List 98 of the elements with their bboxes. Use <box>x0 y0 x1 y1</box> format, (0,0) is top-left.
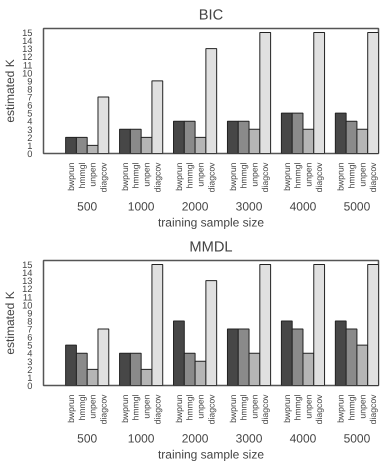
x-axis-title: training sample size <box>158 448 264 462</box>
y-tick-label: 7 <box>27 92 33 103</box>
text: bwprun <box>228 162 238 191</box>
text: unpen <box>88 162 98 187</box>
text: hmmgl <box>292 394 303 420</box>
text: bwprun <box>336 162 346 191</box>
y-tick-label: 6 <box>27 332 33 343</box>
y-tick-label: 10 <box>22 300 33 310</box>
text: bwprun <box>282 394 292 423</box>
text: unpen <box>303 394 314 419</box>
text: bwprun <box>336 394 346 423</box>
y-tick-label: 14 <box>22 36 33 46</box>
y-tick-label: 11 <box>22 60 33 70</box>
text: diagcov <box>260 394 270 424</box>
x-tick-label: 1000 <box>128 432 155 446</box>
y-tick-label: 8 <box>27 84 33 94</box>
text: diagcov <box>368 394 378 424</box>
y-tick-label: 5 <box>27 108 33 119</box>
x-tick-label: 500 <box>77 432 98 446</box>
y-tick-label: 15 <box>22 260 33 270</box>
x-tick-label: 500 <box>77 200 98 214</box>
x-tick-label: 4000 <box>290 432 317 446</box>
y-tick-label: 12 <box>22 52 33 62</box>
text: unpen <box>357 162 368 187</box>
text: bwprun <box>120 394 130 423</box>
text: hmmgl <box>238 162 249 188</box>
text: hmmgl <box>184 162 195 188</box>
text: hmmgl <box>130 162 141 188</box>
y-tick-label: 4 <box>27 116 33 127</box>
text: unpen <box>249 162 260 187</box>
text: diagcov <box>206 394 216 424</box>
text: unpen <box>195 394 206 419</box>
y-tick-label: 13 <box>22 44 33 54</box>
y-axis-title: estimated K <box>3 291 18 355</box>
text: hmmgl <box>76 394 87 420</box>
x-tick-label: 1000 <box>128 200 155 214</box>
y-tick-label: 3 <box>27 356 33 367</box>
text: unpen <box>357 394 368 419</box>
y-tick-label: 0 <box>27 149 33 159</box>
text: unpen <box>142 394 152 419</box>
text: diagcov <box>314 162 324 192</box>
y-tick-label: 4 <box>27 348 33 359</box>
text: unpen <box>249 394 260 419</box>
y-tick-label: 9 <box>27 76 33 86</box>
text: hmmgl <box>346 162 357 188</box>
text: bwprun <box>174 162 184 191</box>
text: hmmgl <box>76 162 87 188</box>
y-tick-label: 2 <box>27 364 33 375</box>
text: hmmgl <box>292 162 303 188</box>
text: diagcov <box>314 394 324 424</box>
x-tick-label: 2000 <box>182 432 209 446</box>
text: diagcov <box>260 162 270 192</box>
text: hmmgl <box>184 394 195 420</box>
text: diagcov <box>368 162 378 192</box>
text: diagcov <box>206 162 216 192</box>
x-tick-label: 5000 <box>344 432 371 446</box>
y-tick-label: 12 <box>22 284 33 294</box>
x-tick-label: 5000 <box>344 200 371 214</box>
y-tick-label: 6 <box>27 100 33 111</box>
text: unpen <box>88 394 98 419</box>
text: bwprun <box>66 394 76 423</box>
text: hmmgl <box>130 394 141 420</box>
text: bwprun <box>66 162 76 191</box>
text: diagcov <box>152 162 162 192</box>
y-tick-label: 15 <box>22 28 33 38</box>
x-axis-title: training sample size <box>158 216 264 230</box>
text: bwprun <box>228 394 238 423</box>
y-tick-label: 11 <box>22 292 33 302</box>
y-axis-title: estimated K <box>3 59 18 123</box>
y-tick-label: 1 <box>27 140 33 151</box>
y-tick-label: 0 <box>27 381 33 391</box>
text: hmmgl <box>346 394 357 420</box>
text: unpen <box>195 162 206 187</box>
y-tick-label: 5 <box>27 340 33 351</box>
text: hmmgl <box>238 394 249 420</box>
x-tick-label: 3000 <box>236 432 263 446</box>
text: bwprun <box>120 162 130 191</box>
y-tick-label: 3 <box>27 124 33 135</box>
y-tick-label: 1 <box>27 372 33 383</box>
y-tick-label: 8 <box>27 316 33 326</box>
y-tick-label: 7 <box>27 324 33 335</box>
y-tick-label: 9 <box>27 308 33 318</box>
text: diagcov <box>98 162 108 192</box>
chart-title: BIC <box>198 8 224 24</box>
text: bwprun <box>282 162 292 191</box>
text: bwprun <box>174 394 184 423</box>
text: diagcov <box>98 394 108 424</box>
y-tick-label: 14 <box>22 268 33 278</box>
x-tick-label: 2000 <box>182 200 209 214</box>
x-tick-label: 4000 <box>290 200 317 214</box>
y-tick-label: 2 <box>27 132 33 143</box>
text: unpen <box>303 162 314 187</box>
y-tick-label: 10 <box>22 68 33 78</box>
text: unpen <box>142 162 152 187</box>
text: diagcov <box>152 394 162 424</box>
y-tick-label: 13 <box>22 276 33 286</box>
x-tick-label: 3000 <box>236 200 263 214</box>
chart-title: MMDL <box>189 240 233 256</box>
